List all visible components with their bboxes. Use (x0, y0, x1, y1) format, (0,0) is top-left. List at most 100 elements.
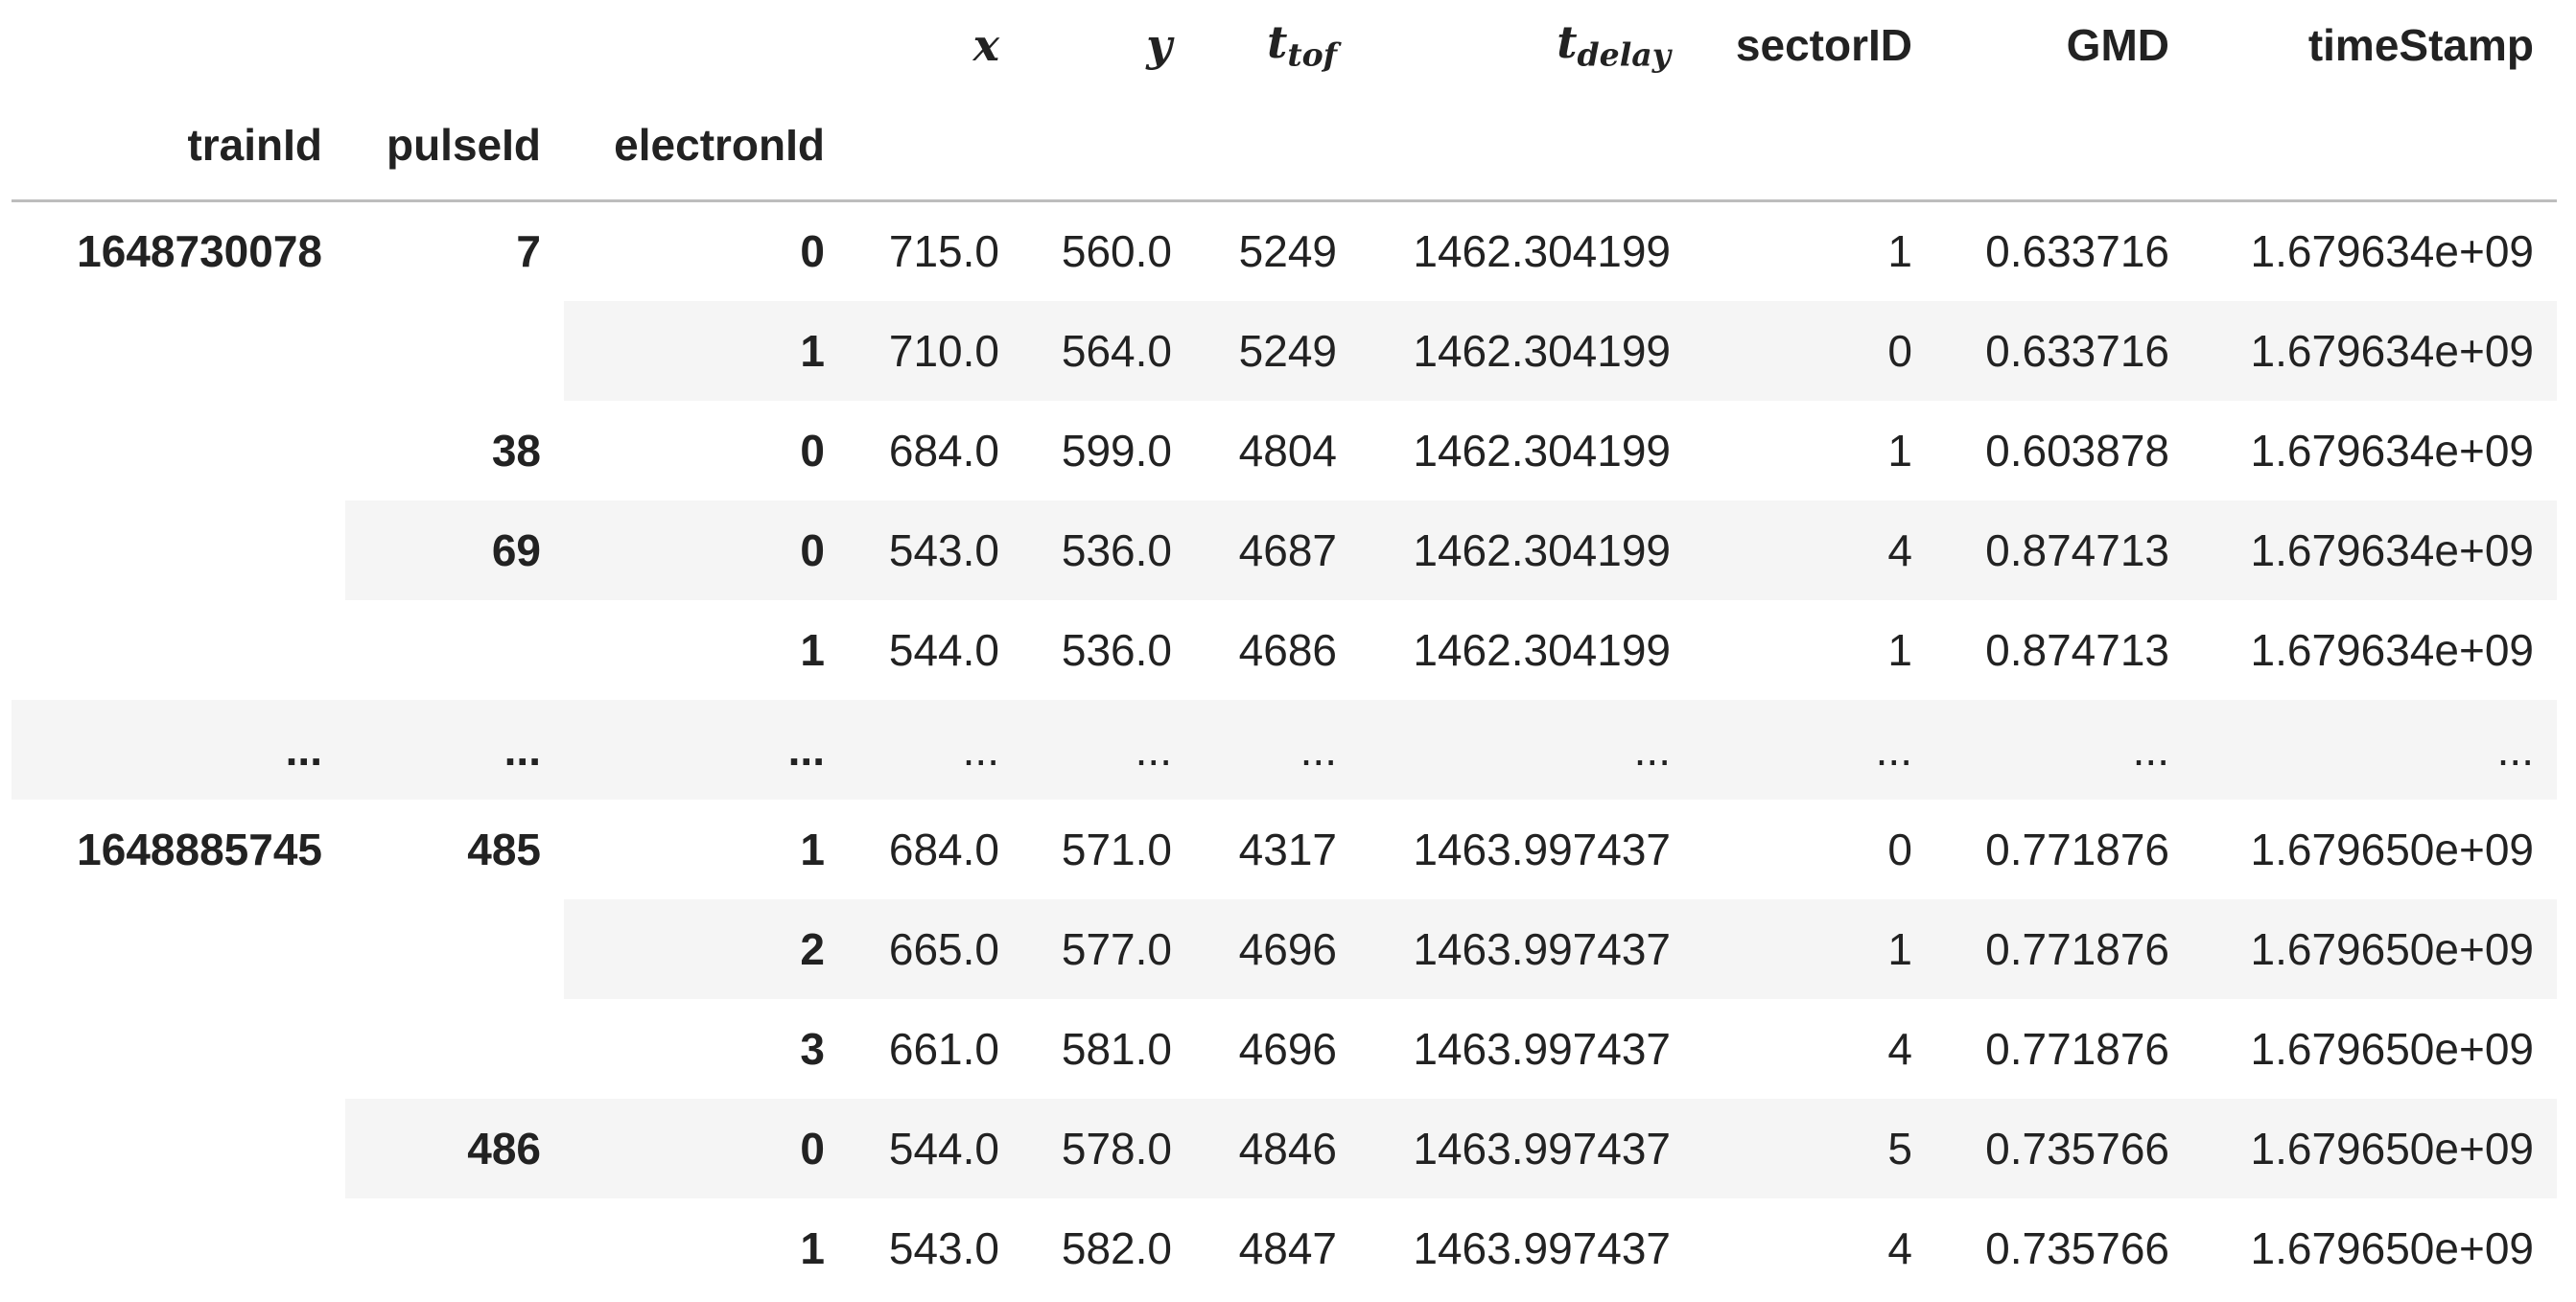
cell-x: 715.0 (888, 226, 999, 277)
cell-sectorid: 5 (1694, 1098, 1935, 1198)
cell-gmd: 0.771876 (1985, 1023, 2169, 1074)
index-cell-electronid: 2 (564, 898, 848, 999)
index-cell-trainid (12, 998, 345, 1099)
cell-timestamp: 1.679634e+09 (2192, 300, 2557, 401)
cell-t-tof: 5249 (1195, 300, 1360, 401)
cell-x: 543.0 (888, 1222, 999, 1273)
cell-t-tof: 5249 (1238, 226, 1337, 277)
cell-timestamp: 1.679650e+09 (2192, 1098, 2557, 1198)
index-cell-electronid: ... (564, 699, 848, 800)
cell-y: 599.0 (1061, 425, 1172, 476)
cell-sectorid: 4 (1887, 1222, 1912, 1273)
index-cell-electronid: 1 (800, 624, 825, 675)
cell-y: 564.0 (1022, 300, 1195, 401)
cell-sectorid: 1 (1694, 898, 1935, 999)
cell-t-tof: 4804 (1238, 425, 1337, 476)
cell-y: ... (1022, 699, 1195, 800)
index-cell-trainid: 1648730078 (12, 200, 345, 301)
index-cell-electronid: 1 (564, 300, 848, 401)
col-header-t-delay: tdelay (1557, 16, 1671, 74)
cell-gmd: 0.874713 (1985, 624, 2169, 675)
index-cell-electronid: 3 (800, 1023, 825, 1074)
table-row: 69 0 543.0 536.0 4687 1462.304199 4 0.874713 1.6… (12, 500, 2557, 600)
col-header-y: y (1146, 19, 1172, 71)
cell-t-delay: ... (1360, 699, 1694, 800)
cell-t-tof: 4686 (1238, 624, 1337, 675)
cell-gmd: 0.735766 (1985, 1222, 2169, 1273)
cell-x: ... (848, 699, 1022, 800)
index-cell-pulseid (345, 300, 564, 401)
index-cell-pulseid: 486 (345, 1098, 564, 1198)
index-cell-pulseid: 69 (345, 500, 564, 600)
table-row: .............................. (12, 699, 2557, 800)
index-cell-trainid (12, 1197, 345, 1298)
dataframe-table: x y ttof tdelay sectorID GMD timeStamp t… (12, 0, 2557, 1298)
cell-y: 536.0 (1022, 500, 1195, 600)
index-corner-cell (564, 0, 848, 90)
cell-t-tof: 4696 (1238, 1023, 1337, 1074)
cell-timestamp: 1.679650e+09 (2250, 824, 2534, 874)
index-cell-trainid (12, 500, 345, 600)
cell-sectorid: 1 (1887, 624, 1912, 675)
table-row: 3 661.0 581.0 4696 1463.997437 4 0.771876 1.679… (12, 998, 2557, 1099)
table-header: x y ttof tdelay sectorID GMD timeStamp t… (12, 0, 2557, 201)
cell-y: 577.0 (1022, 898, 1195, 999)
cell-x: 684.0 (888, 824, 999, 874)
table-row: 1648885745 485 1 684.0 571.0 4317 1463.997437 0… (12, 799, 2557, 899)
cell-gmd: 0.603878 (1985, 425, 2169, 476)
cell-sectorid: 1 (1887, 425, 1912, 476)
cell-sectorid: 4 (1887, 1023, 1912, 1074)
col-header-x: x (972, 19, 999, 71)
cell-t-delay: 1463.997437 (1413, 1222, 1671, 1273)
col-header-sectorid: sectorID (1735, 20, 1912, 70)
cell-timestamp: 1.679634e+09 (2192, 500, 2557, 600)
cell-y: 536.0 (1061, 624, 1172, 675)
index-corner-cell (345, 0, 564, 90)
index-cell-trainid (12, 300, 345, 401)
index-cell-electronid: 0 (800, 425, 825, 476)
index-cell-trainid (12, 599, 345, 700)
cell-t-delay: 1463.997437 (1413, 824, 1671, 874)
cell-timestamp: 1.679650e+09 (2250, 1222, 2534, 1273)
index-cell-pulseid (345, 1197, 564, 1298)
cell-gmd: ... (1935, 699, 2192, 800)
cell-timestamp: 1.679634e+09 (2250, 226, 2534, 277)
index-cell-pulseid (345, 898, 564, 999)
table-row: 1 544.0 536.0 4686 1462.304199 1 0.874713 1.679… (12, 599, 2557, 700)
cell-x: 544.0 (848, 1098, 1022, 1198)
cell-timestamp: 1.679650e+09 (2192, 898, 2557, 999)
index-cell-pulseid: 485 (345, 799, 564, 899)
cell-x: 665.0 (848, 898, 1022, 999)
cell-t-tof: 4847 (1238, 1222, 1337, 1273)
cell-x: 543.0 (848, 500, 1022, 600)
cell-t-tof: 4317 (1238, 824, 1337, 874)
cell-t-delay: 1463.997437 (1360, 898, 1694, 999)
index-header-pulseid: pulseId (386, 120, 541, 170)
cell-gmd: 0.633716 (1935, 300, 2192, 401)
cell-timestamp: ... (2192, 699, 2557, 800)
index-cell-pulseid (345, 599, 564, 700)
index-cell-trainid (12, 400, 345, 500)
col-header-gmd: GMD (2066, 20, 2169, 70)
cell-t-tof: 4687 (1195, 500, 1360, 600)
table-row: 1648730078 7 0 715.0 560.0 5249 1462.304199 1 0.… (12, 200, 2557, 301)
cell-x: 661.0 (888, 1023, 999, 1074)
index-cell-trainid (12, 898, 345, 999)
cell-t-delay: 1463.997437 (1360, 1098, 1694, 1198)
cell-sectorid: 1 (1887, 226, 1912, 277)
cell-gmd: 0.771876 (1935, 898, 2192, 999)
index-cell-electronid: 1 (800, 1222, 825, 1273)
cell-x: 544.0 (888, 624, 999, 675)
table-row: 486 0 544.0 578.0 4846 1463.997437 5 0.735766 1.… (12, 1098, 2557, 1198)
cell-timestamp: 1.679650e+09 (2250, 1023, 2534, 1074)
cell-gmd: 0.735766 (1935, 1098, 2192, 1198)
cell-x: 710.0 (848, 300, 1022, 401)
table-row: 1 710.0 564.0 5249 1462.304199 0 0.633716 1.679… (12, 300, 2557, 401)
index-cell-trainid: ... (12, 699, 345, 800)
index-cell-pulseid (345, 998, 564, 1099)
cell-t-delay: 1462.304199 (1360, 300, 1694, 401)
cell-y: 560.0 (1061, 226, 1172, 277)
col-header-t-tof: ttof (1267, 16, 1337, 74)
cell-gmd: 0.874713 (1935, 500, 2192, 600)
